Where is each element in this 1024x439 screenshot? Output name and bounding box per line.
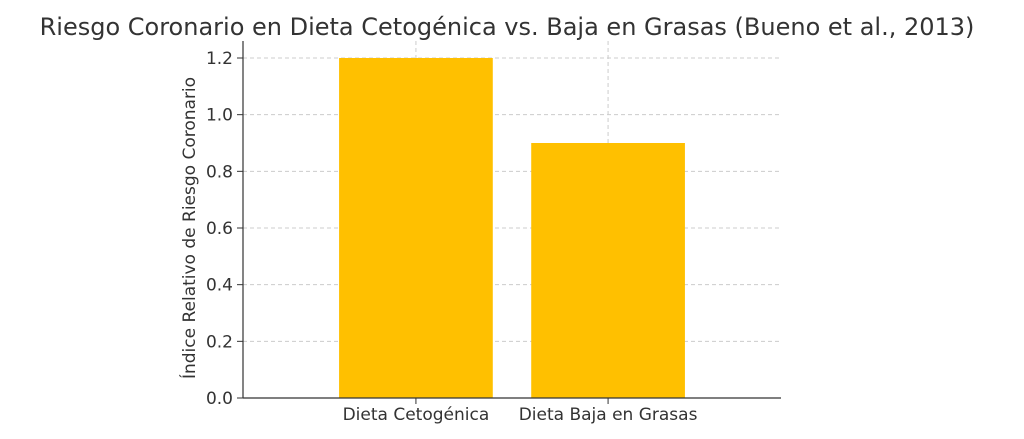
y-tick-label: 1.0 [206, 106, 233, 126]
chart-title: Riesgo Coronario en Dieta Cetogénica vs.… [40, 13, 975, 41]
x-tick-label: Dieta Baja en Grasas [519, 405, 698, 425]
y-axis-label: Índice Relativo de Riesgo Coronario [178, 77, 200, 379]
y-tick-label: 0.4 [206, 276, 233, 296]
y-tick-label: 0.6 [206, 219, 233, 239]
y-tick-label: 0.2 [206, 332, 233, 352]
x-tick-label: Dieta Cetogénica [343, 405, 490, 425]
grid-lines [243, 41, 781, 399]
y-tick-label: 1.2 [206, 49, 233, 69]
y-tick-label: 0.0 [206, 389, 233, 409]
axes: 0.0 0.2 0.4 0.6 0.8 1.0 1.2 Dieta Cetogénica Die… [206, 41, 781, 425]
y-tick-label: 0.8 [206, 162, 233, 182]
bar-1 [531, 143, 685, 398]
bars [339, 58, 685, 398]
bar-0 [339, 58, 493, 398]
